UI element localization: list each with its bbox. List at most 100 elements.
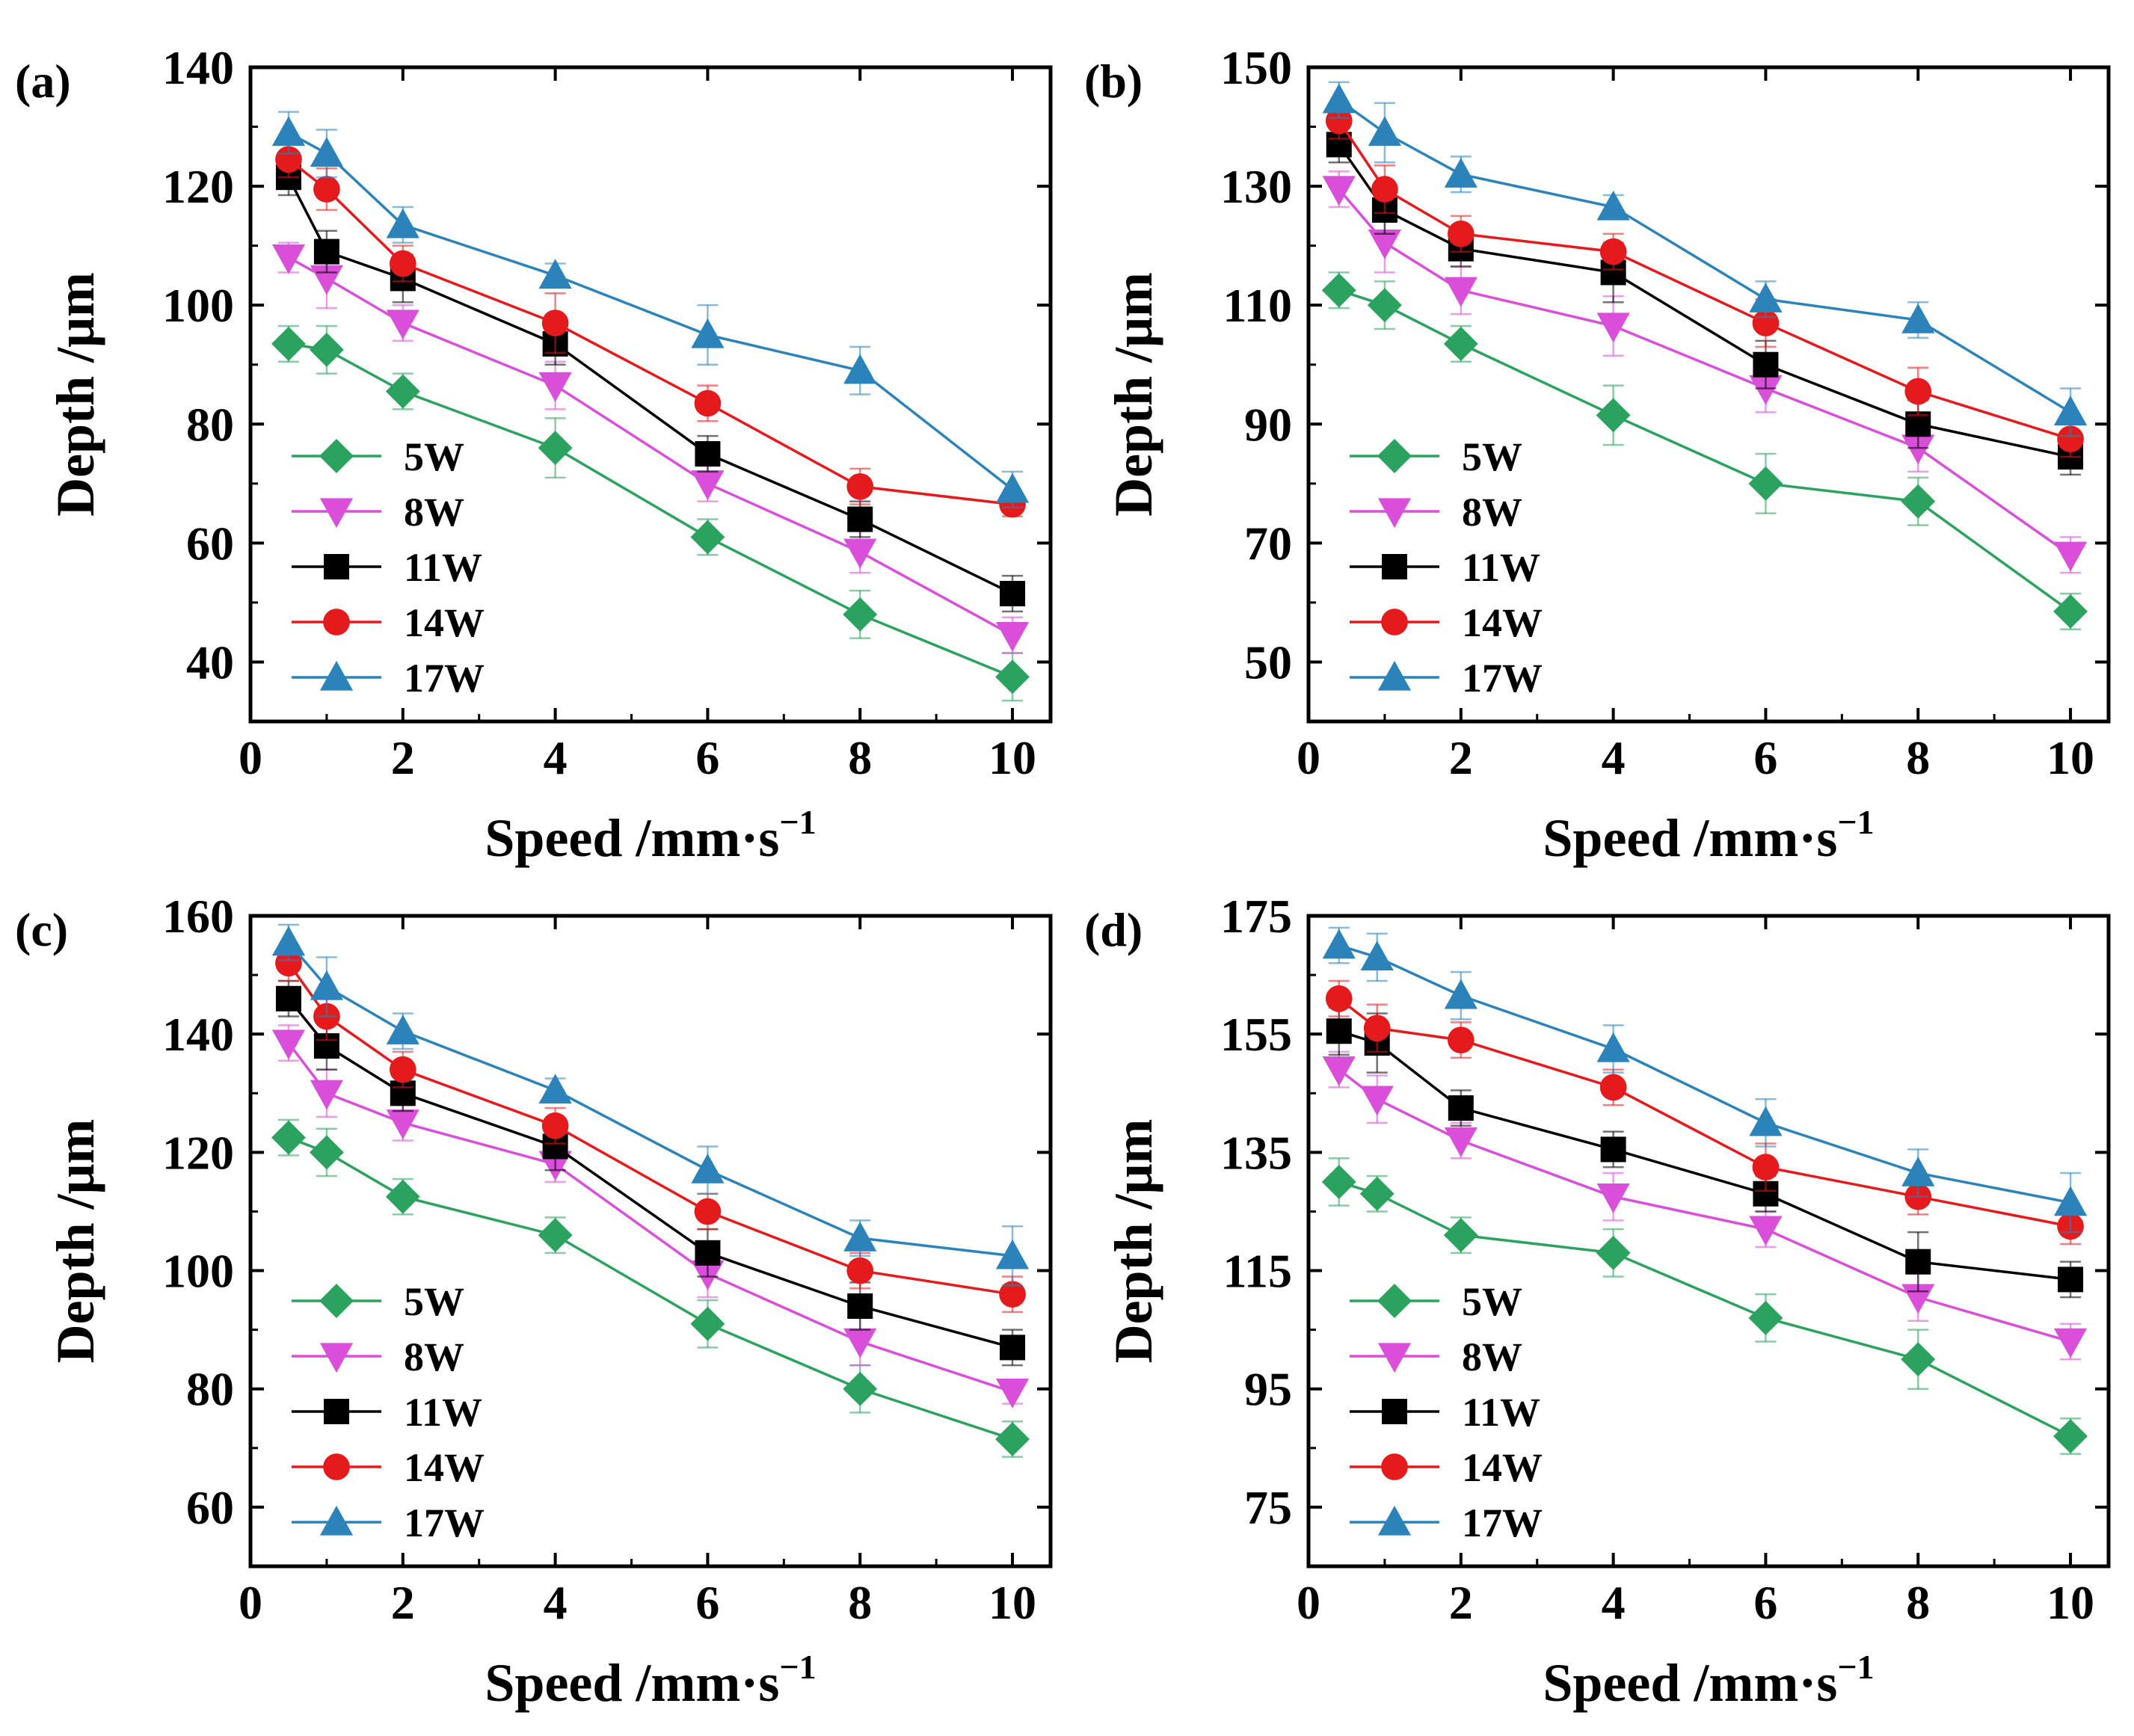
data-point — [385, 374, 420, 409]
data-point — [847, 506, 873, 532]
y-tick-label: 50 — [1244, 635, 1292, 689]
legend-label: 5W — [1462, 434, 1522, 479]
x-tick-label: 6 — [695, 1576, 719, 1629]
y-tick-label: 120 — [162, 1126, 234, 1179]
x-tick-label: 4 — [544, 1576, 568, 1629]
data-point — [995, 621, 1030, 652]
y-tick-label: 70 — [1244, 517, 1292, 570]
data-point — [1321, 273, 1356, 308]
data-point — [1749, 1106, 1783, 1136]
x-axis-title: Speed /mm·s−1 — [1543, 1648, 1874, 1713]
legend-label: 8W — [1462, 490, 1522, 535]
data-point — [1444, 979, 1477, 1009]
chart-panel-a: (a) 0 2 4 6 8 10 40 60 80 100 120 140 Speed /mm·s−1 De… — [15, 41, 1053, 868]
legend-label: 17W — [1462, 1500, 1543, 1545]
data-point — [1596, 313, 1630, 343]
series-11W — [1326, 1006, 2084, 1299]
data-point — [691, 470, 725, 500]
legend-marker — [319, 498, 354, 529]
x-tick-label: 10 — [2047, 1576, 2094, 1629]
data-point — [1371, 176, 1398, 203]
panel-label: (d) — [1084, 903, 1143, 956]
data-point — [1322, 929, 1356, 959]
legend-label: 11W — [404, 545, 482, 590]
data-point — [1360, 1086, 1394, 1116]
legend-marker — [319, 1284, 354, 1318]
data-point — [1599, 1074, 1627, 1101]
x-tick-label: 6 — [1753, 731, 1777, 784]
data-point — [1326, 1018, 1352, 1044]
data-point — [271, 326, 306, 361]
data-point — [1322, 176, 1356, 206]
data-point — [386, 310, 419, 340]
y-axis-title: Depth /μm — [46, 272, 105, 517]
data-point — [843, 1328, 877, 1358]
data-point — [1443, 326, 1478, 361]
data-point — [694, 1198, 722, 1225]
series-11W — [275, 158, 1026, 613]
series-line — [288, 1136, 1013, 1441]
data-point — [843, 1221, 877, 1252]
x-tick-label: 10 — [2047, 731, 2094, 784]
legend-marker — [1377, 498, 1412, 529]
data-point — [1360, 941, 1394, 971]
series-8W — [1322, 1050, 2088, 1361]
plot-frame — [248, 914, 1053, 1569]
data-point — [310, 970, 344, 1000]
data-point — [538, 1074, 572, 1104]
y-tick-label: 160 — [162, 890, 234, 943]
data-point — [1600, 1136, 1626, 1163]
data-point — [2053, 594, 2088, 629]
data-point — [271, 1120, 306, 1155]
data-point — [995, 1239, 1030, 1269]
data-point — [271, 244, 306, 274]
legend-marker — [324, 554, 349, 579]
x-tick-label: 4 — [1602, 1576, 1626, 1629]
legend-label: 8W — [1462, 1335, 1522, 1379]
data-point — [999, 1281, 1026, 1308]
series-14W — [1325, 102, 2084, 458]
legend-label: 8W — [404, 490, 464, 535]
series-17W — [271, 923, 1030, 1287]
x-axis-title: Speed /mm·s−1 — [485, 803, 816, 868]
data-point — [1748, 466, 1783, 501]
panel-label: (a) — [15, 55, 71, 108]
data-point — [694, 390, 722, 417]
data-point — [275, 949, 302, 977]
x-tick-label: 8 — [1906, 1576, 1930, 1629]
legend-marker — [323, 1453, 350, 1480]
legend-marker — [1377, 1505, 1412, 1536]
data-point — [1443, 1218, 1478, 1253]
legend-label: 11W — [404, 1390, 482, 1435]
data-point — [313, 176, 340, 203]
y-tick-label: 120 — [162, 160, 234, 213]
legend-label: 5W — [1462, 1279, 1522, 1324]
y-tick-label: 100 — [162, 279, 234, 332]
panel-label: (b) — [1084, 55, 1143, 108]
data-point — [843, 538, 877, 569]
data-point — [995, 473, 1030, 503]
legend-label: 11W — [1462, 1390, 1540, 1435]
legend-marker — [1382, 554, 1407, 579]
legend: 5W 8W 11W 14W 17W — [1350, 434, 1543, 701]
series-5W — [1321, 271, 2088, 630]
legend-marker — [1377, 1343, 1412, 1373]
data-point — [1447, 1026, 1475, 1053]
data-point — [1444, 1127, 1477, 1157]
data-point — [271, 926, 306, 956]
legend-label: 5W — [404, 1279, 464, 1324]
data-point — [309, 1135, 344, 1170]
data-point — [1448, 1095, 1474, 1121]
legend-label: 5W — [404, 434, 464, 479]
data-point — [690, 520, 725, 555]
data-point — [1596, 1032, 1630, 1062]
data-point — [995, 659, 1030, 695]
data-point — [843, 597, 878, 632]
plot-frame — [248, 65, 1053, 724]
data-point — [1367, 288, 1402, 323]
series-17W — [271, 111, 1030, 508]
data-point — [1901, 484, 1936, 519]
data-point — [2053, 395, 2088, 426]
data-point — [385, 1179, 420, 1214]
